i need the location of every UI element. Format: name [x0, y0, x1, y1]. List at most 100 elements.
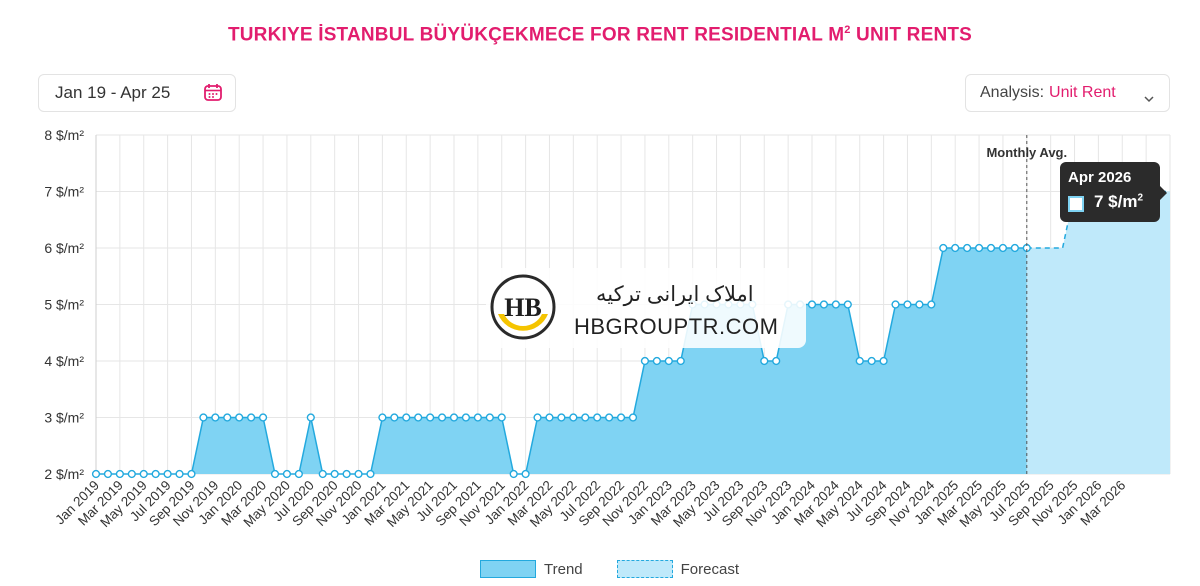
- y-tick-label: 3 $/m²: [44, 410, 84, 426]
- watermark-site: HBGROUPTR.COM: [574, 314, 779, 339]
- trend-point: [318, 469, 327, 479]
- trend-point: [151, 469, 160, 479]
- trend-point: [378, 413, 387, 422]
- trend-point: [879, 356, 888, 366]
- trend-point: [891, 300, 900, 309]
- trend-point: [819, 300, 829, 309]
- trend-point: [533, 413, 542, 422]
- date-range-label: Jan 19 - Apr 25: [55, 83, 171, 102]
- trend-point: [807, 300, 817, 309]
- trend-point: [616, 413, 626, 422]
- calendar-icon[interactable]: [203, 82, 223, 107]
- trend-point: [175, 469, 184, 479]
- y-tick-label: 2 $/m²: [44, 466, 84, 482]
- trend-point: [270, 469, 280, 479]
- trend-point: [497, 413, 506, 422]
- analysis-select[interactable]: Analysis: Unit Rent: [965, 74, 1170, 112]
- trend-point: [664, 356, 673, 366]
- trend-point: [640, 356, 650, 366]
- y-tick-label: 8 $/m²: [44, 127, 84, 143]
- monthly-avg-label: Monthly Avg.: [986, 145, 1067, 160]
- trend-point: [223, 413, 232, 422]
- trend-point: [927, 300, 936, 309]
- trend-point: [139, 469, 148, 479]
- trend-point: [91, 469, 101, 479]
- trend-point: [998, 243, 1008, 253]
- hb-logo: HB: [490, 274, 556, 345]
- trend-point: [557, 413, 566, 422]
- analysis-value: Unit Rent: [1049, 84, 1116, 101]
- trend-point: [235, 413, 244, 422]
- trend-point: [867, 356, 876, 366]
- trend-point: [473, 413, 482, 422]
- tooltip-value: 7 $/m2: [1094, 192, 1144, 211]
- trend-point: [163, 469, 172, 479]
- trend-point: [760, 356, 769, 366]
- trend-point: [414, 413, 423, 422]
- chart-tooltip: Apr 2026 7 $/m2: [1060, 162, 1167, 222]
- trend-point: [581, 413, 590, 422]
- trend-point: [366, 469, 375, 479]
- svg-text:HB: HB: [504, 293, 542, 322]
- trend-point: [652, 356, 661, 366]
- trend-point: [282, 469, 292, 479]
- trend-point: [915, 300, 924, 309]
- y-tick-label: 4 $/m²: [44, 353, 84, 369]
- legend-trend-label[interactable]: Trend: [544, 560, 583, 578]
- forecast-area: [1026, 191, 1170, 474]
- trend-point: [545, 413, 554, 422]
- trend-point: [449, 413, 459, 422]
- trend-point: [939, 243, 948, 253]
- trend-point: [521, 469, 530, 479]
- trend-point: [903, 300, 912, 309]
- trend-point: [569, 413, 578, 422]
- trend-point: [426, 413, 435, 422]
- chart-legend: Trend Forecast: [480, 560, 739, 578]
- trend-point: [963, 243, 972, 253]
- legend-trend-swatch[interactable]: [480, 560, 536, 578]
- trend-point: [258, 413, 268, 422]
- chevron-down-icon[interactable]: [1143, 90, 1155, 108]
- trend-point: [342, 469, 351, 479]
- trend-point: [855, 356, 864, 366]
- tooltip-swatch: [1068, 196, 1084, 212]
- trend-point: [509, 469, 518, 479]
- trend-point: [605, 413, 614, 422]
- trend-point: [247, 413, 256, 422]
- trend-point: [354, 469, 363, 479]
- date-range-picker[interactable]: Jan 19 - Apr 25: [38, 74, 236, 112]
- trend-point: [974, 243, 984, 253]
- trend-point: [187, 469, 196, 479]
- legend-forecast-swatch[interactable]: [616, 560, 673, 578]
- trend-point: [330, 469, 339, 479]
- trend-point: [628, 413, 638, 422]
- chart-title: TURKIYE İSTANBUL BÜYÜKÇEKMECE FOR RENT R…: [227, 24, 973, 46]
- trend-point: [199, 413, 208, 422]
- trend-point: [402, 413, 411, 422]
- trend-point: [951, 243, 960, 253]
- trend-point: [1010, 243, 1019, 253]
- legend-forecast-label[interactable]: Forecast: [680, 560, 739, 578]
- y-tick-label: 5 $/m²: [44, 297, 84, 313]
- y-tick-label: 6 $/m²: [44, 240, 84, 256]
- watermark: HB املاک ایرانی ترکیه HBGROUPTR.COM: [486, 268, 806, 348]
- watermark-persian: املاک ایرانی ترکیه: [596, 283, 754, 306]
- trend-point: [294, 469, 303, 479]
- trend-point: [772, 356, 781, 366]
- tooltip-date: Apr 2026: [1068, 169, 1132, 186]
- trend-point: [115, 469, 124, 479]
- trend-point: [843, 300, 852, 309]
- y-tick-label: 7 $/m²: [44, 184, 84, 200]
- trend-point: [306, 413, 315, 422]
- trend-point: [831, 300, 840, 309]
- trend-point: [986, 243, 996, 253]
- trend-point: [593, 413, 602, 422]
- trend-point: [461, 413, 471, 422]
- trend-point: [211, 413, 220, 422]
- trend-point: [485, 413, 494, 422]
- trend-point: [437, 413, 447, 422]
- analysis-label: Analysis:: [980, 84, 1045, 101]
- trend-point: [676, 356, 685, 366]
- trend-point: [103, 469, 113, 479]
- trend-point: [127, 469, 136, 479]
